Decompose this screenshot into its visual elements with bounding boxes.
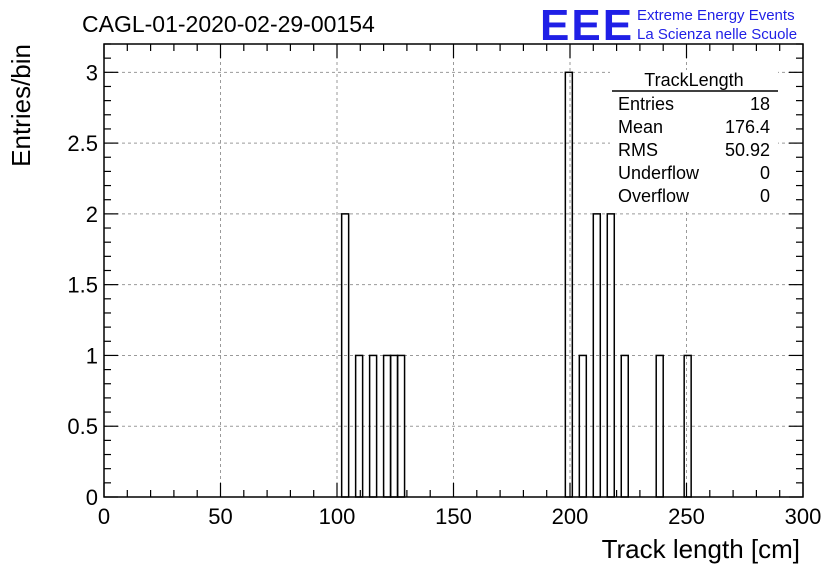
stats-row-label: Underflow	[618, 163, 700, 183]
stats-row-label: RMS	[618, 140, 658, 160]
x-tick-label: 300	[785, 504, 822, 529]
logo-mark: EEE	[540, 1, 634, 50]
x-axis-title: Track length [cm]	[602, 534, 800, 564]
stats-row-value: 50.92	[725, 140, 770, 160]
stats-row-value: 176.4	[725, 117, 770, 137]
stats-box: TrackLength Entries 18 Mean 176.4 RMS 50.92 Un…	[610, 70, 778, 210]
y-tick-label: 1.5	[67, 273, 98, 298]
x-tick-label: 100	[319, 504, 356, 529]
y-tick-label: 0	[86, 485, 98, 510]
chart-title: CAGL-01-2020-02-29-00154	[82, 11, 375, 37]
x-tick-label: 50	[208, 504, 232, 529]
y-tick-label: 2	[86, 202, 98, 227]
y-tick-label: 3	[86, 60, 98, 85]
y-tick-label: 2.5	[67, 131, 98, 156]
stats-row-label: Overflow	[618, 186, 690, 206]
x-tick-label: 200	[552, 504, 589, 529]
stats-row-value: 18	[750, 94, 770, 114]
eee-logo: EEE Extreme Energy Events La Scienza nel…	[540, 1, 797, 50]
logo-line-2: La Scienza nelle Scuole	[637, 26, 797, 43]
stats-box-title: TrackLength	[644, 70, 743, 90]
logo-line-1: Extreme Energy Events	[637, 7, 795, 24]
axis-ticks	[103, 43, 804, 498]
tick-labels: 0 50 100 150 200 250 300 0 0.5 1 1.5 2 2.5 3	[67, 60, 821, 529]
y-tick-label: 0.5	[67, 414, 98, 439]
stats-row-label: Mean	[618, 117, 663, 137]
x-tick-label: 0	[98, 504, 110, 529]
y-tick-label: 1	[86, 343, 98, 368]
grid	[104, 44, 803, 497]
stats-row-label: Entries	[618, 94, 674, 114]
y-axis-title: Entries/bin	[6, 44, 36, 167]
stats-row-value: 0	[760, 186, 770, 206]
x-tick-label: 250	[668, 504, 705, 529]
stats-row-value: 0	[760, 163, 770, 183]
stats-box-background	[610, 70, 778, 210]
stats-rows: Entries 18 Mean 176.4 RMS 50.92 Underflow 0 Over…	[618, 94, 770, 206]
x-tick-label: 150	[435, 504, 472, 529]
